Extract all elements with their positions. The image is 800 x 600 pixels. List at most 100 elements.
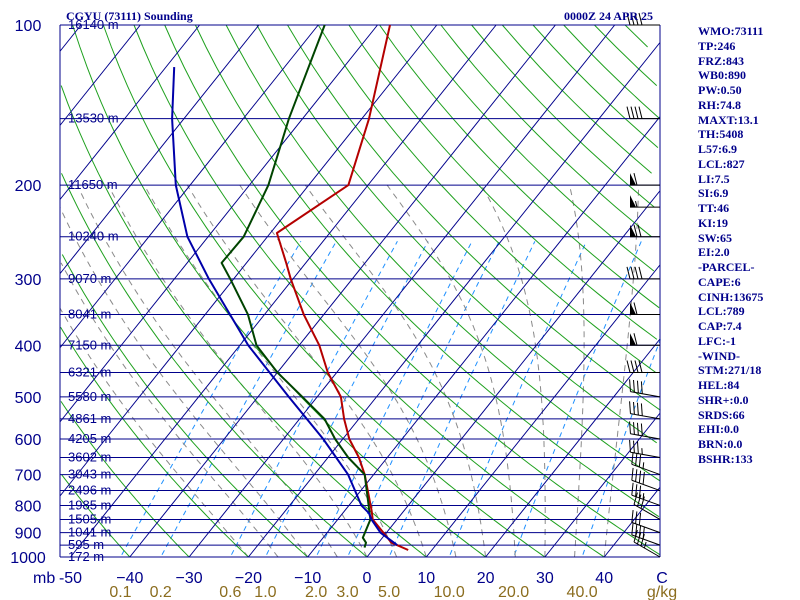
wind-barb	[629, 401, 661, 420]
wind-barb-feather	[633, 333, 638, 346]
mixing-ratio-label: 40.0	[567, 584, 598, 600]
isotherm-line	[485, 338, 661, 558]
isotherm-line	[188, 24, 616, 558]
dry-adiabat-line	[317, 24, 657, 373]
wind-barb-staff	[630, 391, 661, 398]
moist-adiabat-line	[569, 184, 585, 558]
wind-barb-feather	[635, 469, 638, 482]
mixing-ratio-line	[449, 241, 587, 555]
wind-barb-feather	[633, 302, 638, 315]
wind-barb-feather	[635, 511, 638, 524]
wind-barb-feather	[630, 360, 635, 373]
dry-adiabat-line	[532, 24, 659, 148]
wind-barb-feather	[638, 485, 642, 498]
temperature-tick-label: −40	[116, 570, 143, 587]
pressure-tick-label: 700	[15, 468, 42, 485]
index-item: STM:271/18	[698, 363, 762, 378]
wind-barb-staff	[631, 494, 661, 506]
wind-barb-feather	[631, 510, 634, 523]
wind-barbs	[626, 12, 661, 558]
mixing-ratio-label: 5.0	[378, 584, 400, 600]
wind-barb-flag	[630, 173, 636, 186]
index-item: CAP:7.4	[698, 319, 742, 333]
wind-barb-feather	[629, 439, 631, 453]
mixing-ratio-label: 10.0	[434, 584, 465, 600]
wind-barb-feather	[629, 379, 631, 392]
index-item: SW:65	[698, 230, 733, 245]
wind-barb-feather	[637, 224, 642, 237]
index-item: -WIND-	[698, 348, 740, 363]
wind-barb-feather	[631, 522, 634, 535]
isotherm-line	[59, 24, 141, 126]
pressure-tick-label: 600	[15, 432, 42, 449]
temperature-tick-label: 0	[363, 570, 372, 587]
wind-barb-feather	[626, 106, 631, 119]
dewpoint-trace	[220, 24, 372, 548]
dry-adiabat-line	[594, 24, 658, 86]
height-label: 172 m	[68, 549, 104, 564]
dry-adiabat-line	[287, 24, 661, 411]
wind-barb	[633, 492, 661, 520]
wind-barb-feather	[638, 470, 642, 484]
wind-barb-feather	[638, 106, 643, 119]
wind-barb	[626, 266, 660, 280]
wind-barb-feather	[631, 467, 634, 481]
temperature-unit-label: C	[656, 570, 668, 587]
wind-barb-feather	[630, 266, 635, 279]
moist-adiabat-line	[186, 184, 427, 558]
wind-barb-feather	[631, 482, 634, 496]
height-label: 11650 m	[68, 177, 118, 192]
wind-barb-staff	[633, 504, 661, 520]
index-item: KI:19	[698, 215, 728, 230]
stability-indices-panel: WMO:73111 TP:246 FRZ:843 WB0:890 PW:0.50 RH:7…	[698, 24, 798, 467]
wind-barb-staff	[631, 479, 661, 492]
mixing-ratio-line	[348, 241, 500, 555]
pressure-tick-label: 1000	[10, 550, 46, 567]
moist-adiabats	[59, 184, 640, 558]
index-item: HEL:84	[698, 378, 740, 392]
wind-barb-staff	[630, 413, 661, 420]
wind-barb-feather	[638, 454, 642, 468]
pressure-tick-label: 300	[15, 272, 42, 289]
wind-barb-flag	[630, 333, 636, 346]
dry-adiabat-line	[471, 24, 655, 208]
temperature-trace	[275, 24, 409, 551]
wind-barb	[631, 482, 661, 506]
dry-adiabat-line	[61, 254, 309, 558]
index-item: SRDS:66	[698, 407, 745, 422]
height-label: 10240 m	[68, 229, 119, 244]
moist-adiabat-line	[603, 185, 640, 558]
wind-barb-feather	[636, 380, 639, 394]
temperature-tick-label: -50	[59, 570, 82, 587]
pressure-tick-label: 900	[15, 526, 42, 543]
height-label: 13530 m	[68, 111, 119, 126]
mixing-ratio-label: 0.2	[150, 584, 172, 600]
chart-title: CGYU (73111) Sounding	[66, 9, 193, 23]
mixing-ratio-line	[161, 241, 337, 555]
mixing-ratio-label: 2.0	[305, 584, 327, 600]
wind-barb-feather	[629, 421, 631, 434]
wind-barb	[630, 302, 660, 315]
index-item: TP:246	[698, 38, 736, 53]
pressure-tick-label: 100	[15, 18, 42, 35]
wind-barb-half-feather	[642, 462, 645, 469]
wind-barb-flag	[630, 302, 636, 315]
mixing-ratio-line	[389, 241, 536, 555]
chart-timestamp: 0000Z 24 APR 25	[563, 9, 653, 23]
moist-adiabat-line	[59, 206, 309, 558]
isotherm-line	[59, 24, 82, 52]
wind-barb-feather	[638, 12, 643, 26]
isobars	[59, 24, 661, 558]
height-label: 9070 m	[68, 271, 111, 286]
wind-barb-feather	[630, 106, 635, 119]
height-labels: 16140 m 13530 m 11650 m 10240 m 9070 m 8041 m…	[68, 17, 119, 564]
temperature-tick-label: −20	[235, 570, 262, 587]
wind-barb-feather	[626, 266, 631, 279]
wind-barb-feather	[642, 526, 645, 540]
wind-barb-flag	[630, 224, 636, 237]
dry-adiabat-line	[133, 24, 605, 558]
wind-barb	[630, 224, 660, 238]
wind-barb-staff	[631, 521, 661, 534]
wind-barb-feather	[636, 402, 639, 416]
